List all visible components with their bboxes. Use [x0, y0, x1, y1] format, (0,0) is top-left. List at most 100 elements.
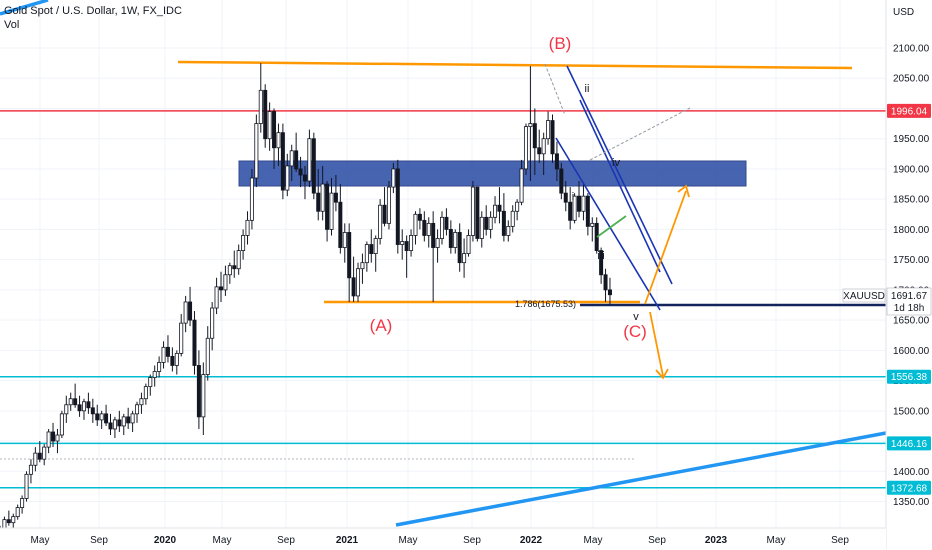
candle [559, 168, 564, 194]
candle [585, 195, 590, 227]
candle [174, 352, 179, 366]
candle [192, 319, 197, 366]
candle [302, 174, 307, 182]
trendline-fragment [0, 0, 49, 16]
candle [554, 153, 559, 170]
candle [236, 250, 241, 270]
candle [298, 168, 303, 176]
candle [108, 422, 113, 430]
price-tag-label: 1372.68 [891, 483, 928, 494]
candle [99, 413, 104, 421]
candle [572, 195, 577, 221]
projection-arrow-down [649, 311, 664, 377]
candle [24, 473, 29, 499]
candle [267, 111, 272, 140]
candle [506, 225, 511, 236]
candle [249, 177, 254, 221]
time-axis: May Sep 2020 May Sep 2021 May Sep 2022 May Sep 2023… [0, 527, 886, 550]
candle [523, 126, 528, 170]
candle [196, 365, 201, 418]
candle [55, 434, 60, 442]
x-tick-label: May [31, 535, 50, 546]
candle [15, 507, 20, 518]
y-tick-label: 1350.00 [893, 497, 930, 508]
candle [73, 398, 78, 406]
candle [448, 229, 453, 248]
x-tick-label: Sep [648, 535, 666, 546]
candle [417, 213, 422, 221]
y-tick-label: 1950.00 [893, 134, 930, 145]
candle [435, 238, 440, 248]
candle [254, 123, 259, 179]
candle [409, 235, 414, 251]
dashed-projection [544, 63, 566, 116]
candle [258, 89, 263, 124]
candle [68, 398, 73, 406]
candle [563, 192, 568, 203]
candle [466, 235, 471, 254]
candle [311, 138, 316, 194]
bar-countdown: 1d 18h [894, 303, 925, 314]
x-tick-label: 2021 [336, 535, 359, 546]
candle [577, 195, 582, 212]
candle [607, 289, 612, 296]
channel-mid-line [579, 99, 661, 273]
candle [493, 204, 498, 218]
candle [130, 413, 135, 424]
candle [382, 204, 387, 224]
price-tag [887, 103, 931, 118]
candle [241, 235, 246, 251]
price-tag [887, 436, 931, 451]
candle [391, 168, 396, 188]
candle [165, 346, 170, 357]
green-segment [596, 215, 627, 238]
x-tick-label: Sep [463, 535, 481, 546]
channel-lower-line [555, 137, 661, 311]
price-tag-label: 1996.04 [891, 106, 928, 117]
grid [0, 0, 886, 528]
rising-trendline [395, 431, 887, 527]
candle [532, 123, 537, 149]
candle [590, 222, 595, 227]
candle [439, 216, 444, 239]
candle [528, 123, 533, 128]
last-price-value: 1691.67 [891, 291, 928, 302]
chart-info: Gold Spot / U.S. Dollar, 1W, FX_IDC Vol [4, 4, 182, 32]
candle [603, 274, 608, 291]
candle [121, 416, 126, 427]
candle [470, 186, 475, 236]
x-tick-label: Sep [277, 535, 295, 546]
candle [218, 286, 223, 291]
candle [205, 337, 210, 375]
x-tick-label: Sep [831, 535, 849, 546]
candle [307, 138, 312, 182]
candle [599, 250, 604, 276]
wave-label-i: i [572, 191, 574, 203]
candle [104, 413, 109, 424]
price-tag [887, 480, 931, 495]
candle [462, 253, 467, 264]
candle [276, 132, 281, 149]
symbol-tag-label: XAUUSD [843, 291, 885, 302]
candle [347, 232, 352, 279]
candle [484, 216, 489, 230]
candle [81, 401, 86, 412]
candle [342, 232, 347, 248]
y-tick-label: 1850.00 [893, 195, 930, 206]
projection-arrow-up [644, 190, 687, 305]
candle [179, 322, 184, 354]
candle [519, 168, 524, 203]
candle [329, 192, 334, 230]
wave-label-v: v [633, 311, 639, 323]
candle [77, 404, 82, 412]
candle [510, 210, 515, 227]
last-price-tag [886, 287, 932, 316]
chart-title: Gold Spot / U.S. Dollar, 1W, FX_IDC [4, 5, 182, 17]
y-tick-label: 1600.00 [893, 346, 930, 357]
candle [475, 186, 480, 239]
candle [541, 138, 546, 155]
candle [46, 431, 51, 448]
candle [501, 210, 506, 236]
candle [581, 195, 586, 212]
